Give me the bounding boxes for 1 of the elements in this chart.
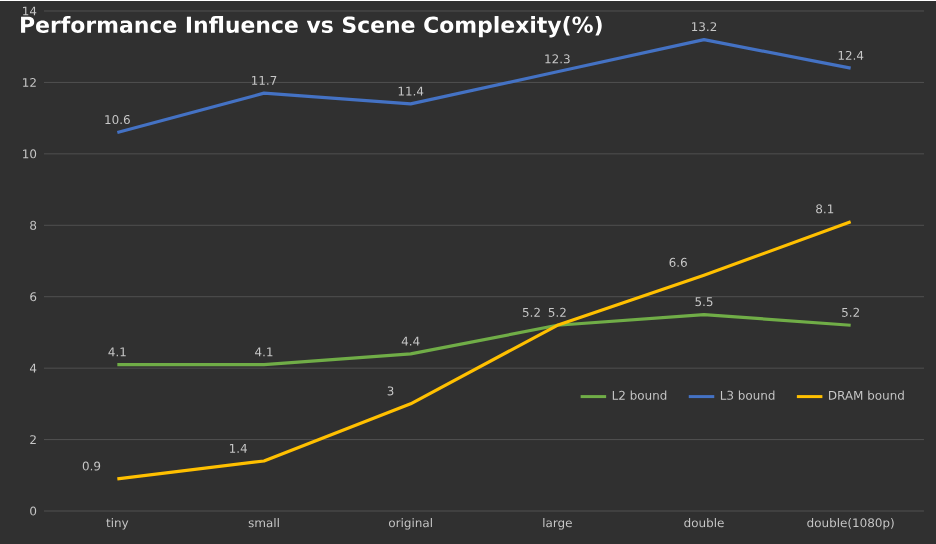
chart-title: Performance Influence vs Scene Complexity(%) <box>21 15 602 37</box>
